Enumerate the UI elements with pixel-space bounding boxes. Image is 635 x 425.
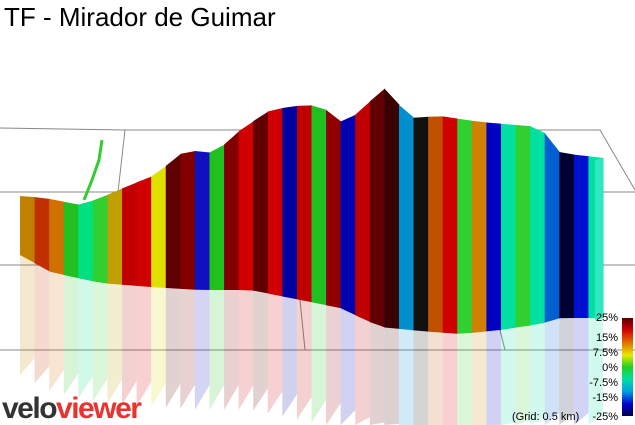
ribbon-reflection [78, 278, 93, 399]
ribbon-strip [180, 150, 196, 290]
ribbon-strip [296, 105, 312, 303]
logo-part: velo [2, 392, 57, 425]
ribbon-reflection [311, 302, 327, 423]
ribbon-strip [559, 152, 575, 319]
ribbon-strip [136, 176, 152, 288]
ribbon-reflection [326, 305, 341, 425]
ribbon-reflection [296, 299, 312, 420]
legend-tick-label: 7.5% [593, 347, 618, 359]
ribbon-reflection [238, 290, 254, 410]
ribbon-reflection [165, 287, 181, 408]
ribbon-reflection [253, 290, 268, 411]
ribbon-reflection [267, 293, 283, 414]
ribbon-strip [573, 154, 589, 318]
ribbon-reflection [442, 332, 458, 425]
ribbon-reflection [136, 285, 152, 406]
ribbon-reflection [413, 330, 429, 425]
ribbon-strip [471, 120, 487, 333]
grid-note: (Grid: 0.5 km) [512, 411, 579, 423]
ribbon-strip [267, 108, 283, 297]
ribbon-strip [238, 121, 254, 291]
ribbon-strip [398, 104, 415, 331]
ribbon-strip [326, 109, 342, 309]
ribbon-strip [544, 133, 560, 323]
legend: 25% 15% 7.5% 0% -7.5% -15% -25% [589, 312, 618, 423]
ribbon-strip [63, 201, 79, 279]
ribbon-strip [165, 153, 181, 289]
ribbon-reflection [486, 329, 501, 425]
ribbon-reflection [49, 271, 64, 392]
ribbon-reflection [63, 275, 79, 396]
ribbon-strip [442, 116, 458, 334]
ribbon-reflection [573, 318, 589, 425]
legend-colorbar [622, 318, 633, 416]
ribbon-strip [49, 198, 65, 276]
ribbon-strip [151, 166, 167, 288]
legend-tick-label: -7.5% [589, 377, 618, 389]
legend-tick-label: -25% [592, 411, 618, 423]
ribbon-reflection [92, 281, 108, 402]
ribbon-strip [122, 182, 138, 286]
ribbon-strip [355, 101, 371, 323]
ribbon-reflection [500, 327, 516, 425]
elevation-ribbon [20, 88, 604, 425]
ribbon-end [595, 158, 603, 320]
ribbon-reflection [398, 328, 414, 425]
legend-tick-label: 0% [602, 362, 618, 374]
ribbon-strip [340, 114, 356, 316]
ribbon-strip [515, 124, 531, 328]
ribbon-reflection [530, 322, 545, 425]
logo-part: viewer [56, 392, 142, 425]
ribbon-strip [311, 105, 327, 306]
ribbon-strip [34, 197, 50, 272]
ribbon-strip [282, 105, 298, 300]
ribbon-reflection [209, 290, 225, 410]
ribbon-reflection [515, 325, 531, 425]
ribbon-strip [369, 88, 385, 328]
ribbon-strip [413, 116, 429, 332]
ribbon-strip [20, 196, 36, 264]
ribbon-reflection [224, 290, 239, 410]
legend-tick-label: 15% [596, 332, 618, 344]
legend-tick-label: 25% [596, 312, 618, 324]
ribbon-reflection [340, 308, 356, 425]
ribbon-reflection [457, 332, 472, 425]
ribbon-reflection [355, 315, 370, 425]
ribbon-reflection [384, 327, 399, 425]
ribbon-reflection [559, 318, 574, 425]
ribbon-strip [500, 123, 517, 330]
ribbon-reflection [122, 284, 137, 405]
ribbon-reflection [369, 322, 385, 425]
ribbon-reflection [20, 255, 35, 375]
legend-tick-label: -15% [592, 392, 618, 404]
ribbon-reflection [428, 331, 443, 425]
ribbon-reflection [588, 318, 603, 425]
ribbon-reflection [151, 287, 166, 408]
ribbon-strip [107, 188, 123, 285]
logo: veloviewer [2, 392, 142, 425]
ribbon-reflection [194, 289, 210, 410]
ribbon-reflection [34, 263, 50, 384]
ribbon-reflection [282, 296, 297, 417]
ribbon-strip [253, 111, 269, 294]
ribbon-strip [457, 118, 473, 334]
ribbon-reflection [471, 331, 487, 425]
ribbon-strip [530, 126, 546, 326]
ribbon-reflection [180, 288, 195, 409]
ribbon-strip [224, 131, 240, 290]
ribbon-strip [428, 116, 444, 333]
ribbon-strip [209, 144, 225, 290]
ribbon-reflection [544, 318, 560, 425]
ribbon-strip [78, 200, 94, 282]
ribbon-strip [92, 194, 108, 284]
ribbon-reflection [107, 283, 123, 404]
title: TF - Mirador de Guimar [4, 2, 276, 32]
ribbon-strip [384, 88, 400, 329]
ribbon-strip [486, 122, 502, 332]
ribbon-strip [194, 150, 210, 290]
